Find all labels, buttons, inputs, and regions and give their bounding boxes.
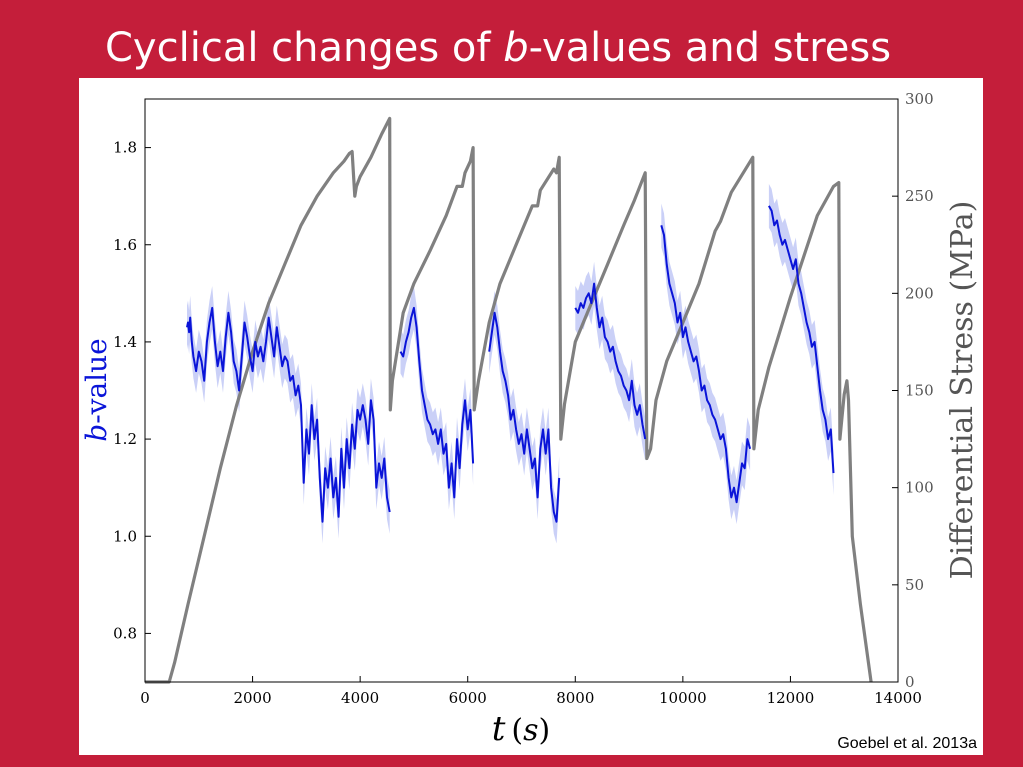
b-value-band-6: [768, 184, 834, 495]
y-right-axis-label: Differential Stress (MPa): [945, 201, 980, 580]
chart: 0 2000 4000 6000 8000 10000 12000 140000.81.01.…: [80, 90, 980, 749]
y-right-tick-label-250: 250: [905, 187, 934, 205]
x-axis-label-unit: s: [523, 713, 538, 748]
y-left-axis-label: b-value: [80, 338, 113, 441]
x-tick-label-2000: 2000: [233, 689, 271, 707]
slide-title: Cyclical changes of b-values and stress: [105, 22, 891, 74]
b-value-band-5: [661, 203, 751, 525]
y-left-tick-label-1: 1.0: [113, 527, 137, 545]
x-tick-label-4000: 4000: [341, 689, 379, 707]
slide-title-suffix: -values and stress: [528, 25, 892, 71]
y-left-tick-label-1.6: 1.6: [113, 236, 137, 254]
y-right-tick-label-300: 300: [905, 90, 934, 108]
b-value-line-3: [488, 311, 561, 523]
x-tick-label-8000: 8000: [556, 689, 594, 707]
b-value-band-4: [575, 261, 646, 461]
y-right-tick-label-50: 50: [905, 576, 924, 594]
y-right-tick-label-0: 0: [905, 673, 915, 691]
y-right-tick-label-100: 100: [905, 479, 934, 497]
x-axis-label-var: t: [492, 709, 506, 749]
slide-title-prefix: Cyclical changes of: [105, 25, 504, 71]
y-right-tick-label-150: 150: [905, 382, 934, 400]
y-right-tick-label-200: 200: [905, 284, 934, 302]
y-left-tick-label-0.8: 0.8: [113, 624, 137, 642]
slide-title-italic: b: [503, 25, 529, 71]
b-value-line-1: [186, 306, 391, 523]
x-tick-label-10000: 10000: [659, 689, 707, 707]
x-axis-label: t (s): [492, 709, 551, 749]
b-value-line-4: [574, 282, 647, 440]
stress-line: [145, 116, 873, 684]
plot-frame: [144, 98, 899, 683]
y-left-tick-label-1.8: 1.8: [113, 139, 137, 157]
y-left-axis-label-rest: -value: [80, 338, 113, 424]
figure-panel: 0 2000 4000 6000 8000 10000 12000 14000 0.8 1.0 1.…: [79, 78, 983, 755]
b-value-line-5: [660, 225, 752, 504]
x-tick-label-12000: 12000: [767, 689, 815, 707]
x-tick-label-6000: 6000: [449, 689, 487, 707]
y-left-tick-label-1.2: 1.2: [113, 430, 137, 448]
x-tick-label-0: 0: [140, 689, 150, 707]
b-value-band-3: [489, 290, 560, 544]
b-value-line-2: [399, 306, 475, 499]
x-tick-label-14000: 14000: [874, 689, 922, 707]
b-value-line-6: [768, 205, 835, 474]
y-left-tick-label-1.4: 1.4: [113, 333, 137, 351]
citation: Goebel et al. 2013a: [837, 735, 977, 752]
y-left-axis-label-italic: b: [80, 424, 113, 442]
